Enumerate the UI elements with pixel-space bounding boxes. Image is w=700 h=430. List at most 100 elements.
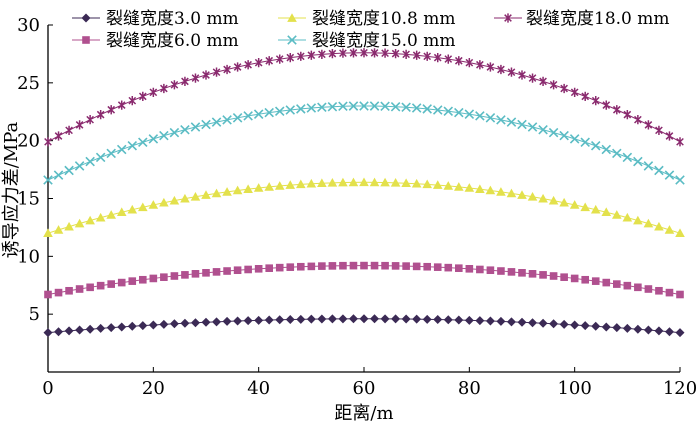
- data-point: [590, 141, 601, 151]
- data-point: [539, 271, 547, 279]
- data-point: [223, 267, 231, 275]
- data-point: [497, 64, 505, 75]
- data-point: [275, 315, 285, 325]
- data-point: [296, 314, 306, 324]
- data-point: [432, 180, 443, 189]
- data-point: [507, 67, 516, 77]
- data-point: [264, 315, 274, 325]
- data-point: [570, 320, 580, 330]
- x-tick-label: 100: [557, 378, 591, 399]
- data-point: [95, 152, 106, 163]
- legend-marker: [81, 13, 91, 23]
- data-point: [633, 215, 643, 225]
- data-point: [43, 228, 53, 238]
- data-point: [464, 315, 474, 325]
- data-point: [476, 60, 484, 70]
- data-point: [675, 328, 685, 338]
- data-point: [486, 62, 495, 72]
- data-point: [149, 87, 158, 97]
- x-tick-label: 120: [663, 378, 697, 399]
- data-point: [506, 317, 516, 327]
- data-point: [401, 178, 411, 188]
- data-point: [518, 70, 526, 80]
- data-point: [254, 315, 264, 325]
- data-point: [390, 178, 401, 187]
- data-point: [223, 64, 231, 75]
- data-point: [580, 321, 590, 331]
- legend-label: 裂缝宽度10.8 mm: [312, 9, 456, 29]
- data-point: [654, 165, 664, 176]
- data-point: [139, 275, 147, 284]
- data-point: [148, 320, 158, 330]
- data-point: [391, 262, 400, 270]
- data-point: [349, 261, 358, 270]
- data-point: [360, 48, 368, 58]
- data-point: [581, 91, 590, 102]
- data-point: [202, 269, 210, 277]
- data-point: [570, 274, 579, 283]
- data-point: [44, 137, 52, 147]
- data-point: [348, 177, 359, 187]
- data-point: [664, 170, 675, 180]
- data-point: [212, 317, 222, 327]
- data-point: [601, 322, 611, 332]
- data-point: [485, 316, 495, 326]
- data-point: [569, 134, 580, 144]
- data-point: [148, 200, 159, 209]
- data-point: [232, 113, 243, 123]
- data-point: [423, 51, 432, 61]
- data-point: [106, 323, 116, 333]
- y-axis-label: 诱导应力差/MPa: [1, 121, 22, 258]
- data-point: [338, 314, 348, 324]
- data-point: [506, 188, 517, 198]
- data-point: [485, 113, 496, 123]
- data-point: [402, 49, 410, 59]
- data-point: [518, 269, 526, 277]
- data-point: [444, 263, 453, 272]
- data-point: [655, 125, 663, 135]
- data-point: [412, 262, 421, 271]
- data-point: [222, 115, 232, 125]
- data-point: [149, 274, 158, 283]
- data-point: [286, 53, 295, 63]
- data-point: [465, 58, 474, 68]
- data-point: [411, 103, 422, 113]
- data-point: [559, 319, 569, 329]
- data-point: [148, 134, 159, 144]
- data-point: [285, 180, 296, 189]
- x-tick-label: 80: [458, 378, 481, 399]
- data-point: [465, 264, 474, 273]
- data-point: [548, 127, 559, 138]
- data-point: [475, 184, 485, 193]
- data-point: [169, 127, 180, 138]
- data-point: [86, 283, 94, 292]
- data-point: [348, 314, 358, 324]
- data-point: [422, 314, 432, 324]
- data-point: [634, 283, 642, 292]
- legend: 裂缝宽度3.0 mm 裂缝宽度10.8 mm 裂缝宽度18.0 mm 裂缝宽度6.0 …: [72, 9, 670, 51]
- data-point: [254, 58, 263, 68]
- data-point: [306, 314, 316, 324]
- data-point: [317, 102, 327, 113]
- data-point: [665, 288, 674, 297]
- data-point: [286, 263, 295, 271]
- data-point: [349, 48, 358, 58]
- data-point: [391, 314, 401, 324]
- data-point: [475, 316, 485, 326]
- data-point: [116, 144, 127, 155]
- data-point: [233, 266, 242, 275]
- data-point: [433, 53, 442, 63]
- data-point: [296, 104, 306, 114]
- data-point: [54, 327, 64, 337]
- data-point: [44, 290, 52, 299]
- y-tick-label: 10: [17, 246, 40, 267]
- data-point: [117, 100, 126, 110]
- data-point: [569, 200, 580, 209]
- data-point: [107, 280, 115, 288]
- data-point: [74, 218, 85, 228]
- data-point: [317, 314, 327, 324]
- data-point: [676, 137, 684, 147]
- data-point: [127, 141, 138, 151]
- data-point: [390, 101, 401, 112]
